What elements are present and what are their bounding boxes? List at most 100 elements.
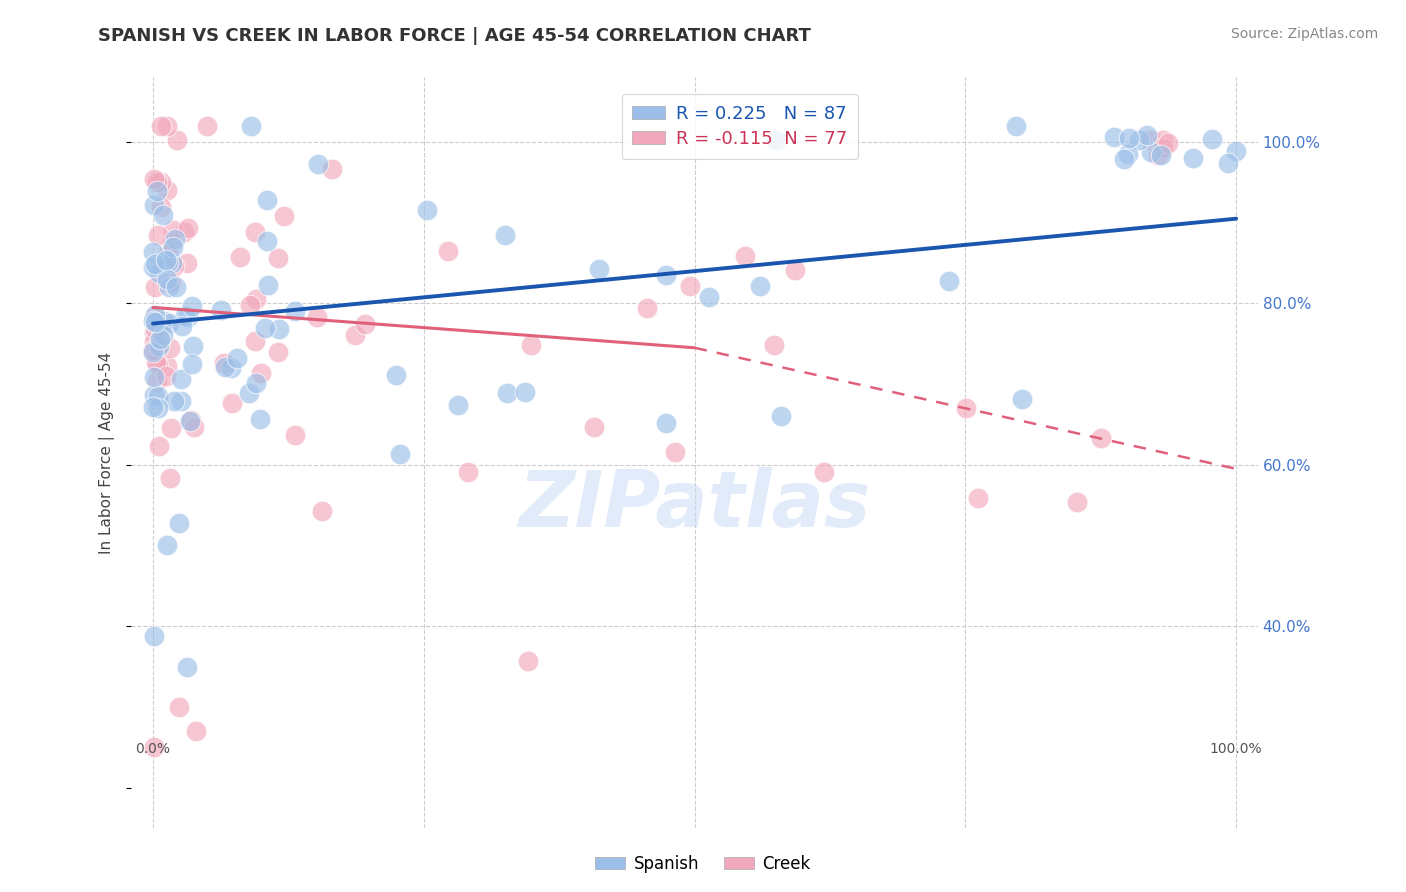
Point bbox=[256, 277, 278, 292]
Point bbox=[170, 393, 193, 408]
Point bbox=[156, 271, 179, 285]
Point bbox=[184, 724, 207, 739]
Point bbox=[239, 119, 262, 133]
Point bbox=[1135, 128, 1157, 142]
Point bbox=[142, 260, 165, 274]
Point bbox=[1118, 130, 1140, 145]
Point bbox=[176, 659, 198, 673]
Point bbox=[221, 396, 243, 410]
Point bbox=[169, 372, 191, 386]
Point bbox=[1157, 136, 1180, 150]
Point bbox=[765, 133, 787, 147]
Point bbox=[145, 257, 167, 271]
Point bbox=[142, 245, 165, 260]
Point bbox=[142, 343, 165, 358]
Point bbox=[143, 630, 166, 644]
Point bbox=[148, 358, 170, 372]
Point bbox=[457, 465, 479, 479]
Point bbox=[415, 202, 437, 217]
Point bbox=[321, 161, 343, 176]
Point bbox=[155, 252, 177, 267]
Point bbox=[152, 327, 174, 342]
Point bbox=[243, 334, 266, 348]
Point bbox=[152, 208, 174, 222]
Point bbox=[214, 359, 236, 374]
Point bbox=[734, 249, 756, 263]
Point bbox=[181, 338, 204, 352]
Point bbox=[181, 299, 204, 313]
Point bbox=[148, 440, 170, 454]
Point bbox=[307, 310, 329, 324]
Point bbox=[150, 175, 173, 189]
Point bbox=[239, 298, 262, 312]
Point bbox=[1150, 148, 1173, 162]
Point bbox=[143, 335, 166, 350]
Point bbox=[156, 247, 179, 261]
Point bbox=[179, 414, 201, 428]
Legend: Spanish, Creek: Spanish, Creek bbox=[589, 848, 817, 880]
Point bbox=[150, 200, 173, 214]
Legend: R = 0.225   N = 87, R = -0.115  N = 77: R = 0.225 N = 87, R = -0.115 N = 77 bbox=[621, 94, 858, 159]
Point bbox=[177, 310, 200, 324]
Point bbox=[214, 356, 236, 370]
Point bbox=[195, 119, 218, 133]
Point bbox=[143, 322, 166, 336]
Point bbox=[284, 428, 307, 442]
Point bbox=[307, 157, 329, 171]
Point bbox=[177, 221, 200, 235]
Point bbox=[269, 321, 291, 335]
Point bbox=[159, 471, 181, 485]
Point bbox=[146, 401, 169, 416]
Point bbox=[143, 315, 166, 329]
Text: 0.0%: 0.0% bbox=[135, 741, 170, 756]
Point bbox=[146, 375, 169, 389]
Point bbox=[273, 209, 295, 223]
Point bbox=[166, 133, 188, 147]
Point bbox=[243, 226, 266, 240]
Point bbox=[143, 280, 166, 294]
Point bbox=[180, 357, 202, 371]
Point bbox=[664, 444, 686, 458]
Point bbox=[762, 338, 785, 352]
Point bbox=[156, 359, 179, 373]
Text: ZIPatlas: ZIPatlas bbox=[519, 467, 870, 543]
Point bbox=[588, 261, 610, 276]
Point bbox=[162, 240, 184, 254]
Point bbox=[344, 327, 367, 342]
Point bbox=[1066, 494, 1088, 508]
Point bbox=[516, 654, 538, 668]
Point bbox=[180, 413, 202, 427]
Point bbox=[311, 504, 333, 518]
Point bbox=[266, 344, 288, 359]
Point bbox=[229, 250, 252, 264]
Point bbox=[145, 355, 167, 369]
Point bbox=[226, 351, 249, 365]
Point bbox=[496, 385, 519, 400]
Point bbox=[679, 279, 702, 293]
Point bbox=[153, 314, 176, 328]
Point bbox=[163, 394, 186, 409]
Point bbox=[162, 255, 184, 269]
Point bbox=[148, 267, 170, 281]
Point bbox=[389, 447, 412, 461]
Point bbox=[245, 293, 267, 307]
Point bbox=[157, 316, 180, 330]
Point bbox=[160, 421, 183, 435]
Point bbox=[1090, 431, 1112, 445]
Point bbox=[143, 740, 166, 755]
Point bbox=[173, 309, 195, 323]
Point bbox=[1140, 133, 1163, 147]
Point bbox=[156, 183, 179, 197]
Y-axis label: In Labor Force | Age 45-54: In Labor Force | Age 45-54 bbox=[100, 351, 115, 554]
Point bbox=[1225, 144, 1247, 158]
Point bbox=[520, 337, 543, 351]
Point bbox=[143, 308, 166, 322]
Point bbox=[1139, 145, 1161, 160]
Point bbox=[284, 303, 307, 318]
Point bbox=[219, 360, 242, 375]
Point bbox=[1005, 119, 1028, 133]
Point bbox=[249, 366, 271, 380]
Point bbox=[437, 244, 460, 258]
Point bbox=[1116, 147, 1139, 161]
Point bbox=[938, 274, 960, 288]
